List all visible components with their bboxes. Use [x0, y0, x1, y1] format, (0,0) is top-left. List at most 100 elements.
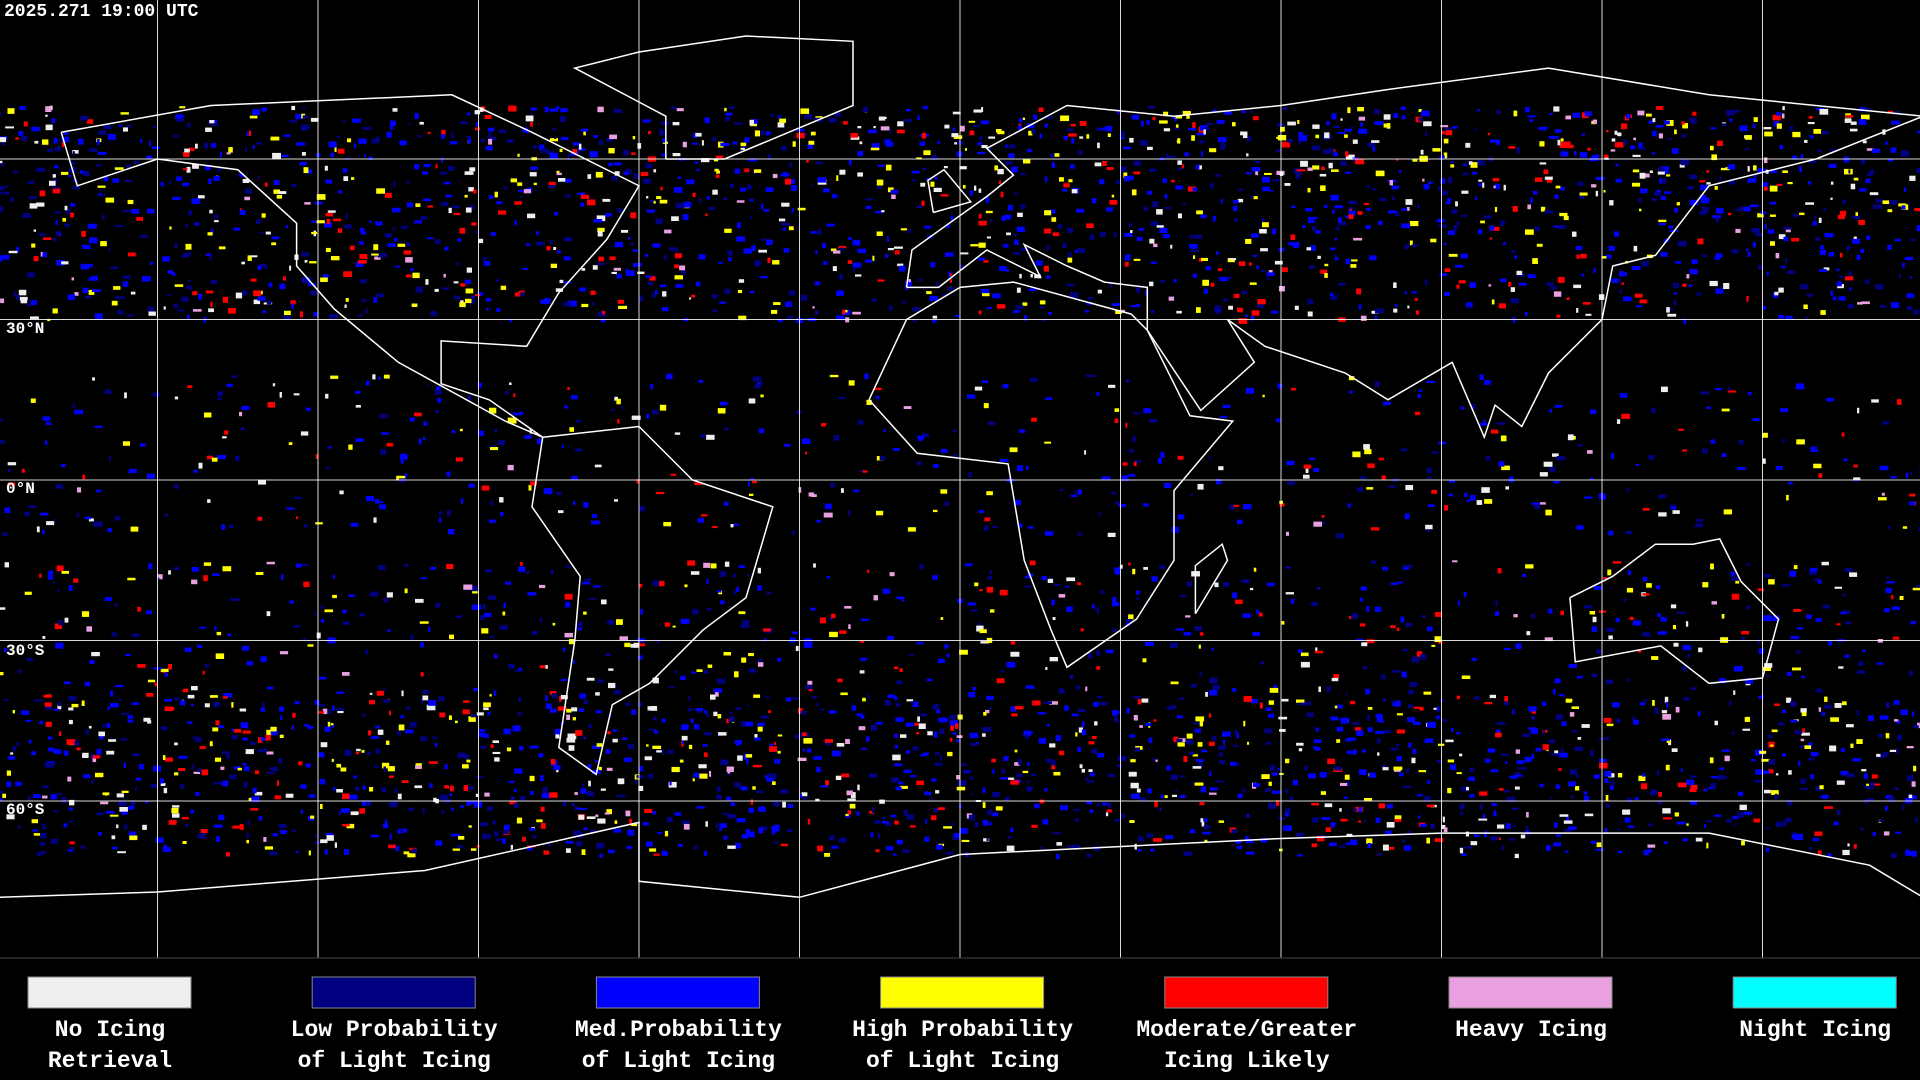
icing-cell [983, 712, 987, 716]
icing-cell [449, 634, 454, 640]
icing-cell [159, 778, 164, 784]
icing-cell [468, 716, 476, 722]
icing-cell [1514, 774, 1523, 777]
icing-cell [488, 133, 492, 137]
icing-cell [239, 208, 242, 211]
icing-cell [1014, 239, 1019, 245]
icing-cell [968, 120, 976, 123]
icing-cell [609, 134, 617, 140]
icing-cell [1312, 226, 1317, 232]
icing-cell [995, 806, 1003, 811]
icing-cell [1386, 804, 1393, 809]
icing-cell [1079, 121, 1087, 126]
icing-cell [625, 810, 631, 817]
icing-cell [1869, 192, 1879, 196]
coastline [531, 425, 774, 776]
icing-cell [1324, 803, 1333, 808]
icing-cell [1715, 217, 1719, 223]
icing-cell [1383, 114, 1391, 120]
icing-cell [38, 232, 46, 237]
icing-cell [342, 621, 350, 625]
icing-cell [232, 825, 241, 829]
icing-cell [1872, 204, 1882, 209]
icing-cell [661, 307, 669, 312]
icing-cell [1328, 162, 1333, 169]
icing-cell [1203, 127, 1210, 132]
icing-cell [88, 277, 98, 281]
icing-cell [952, 732, 957, 735]
icing-cell [1340, 160, 1347, 167]
icing-cell [711, 294, 719, 298]
icing-cell [1019, 173, 1027, 176]
icing-cell [760, 394, 764, 398]
icing-cell [1713, 814, 1722, 817]
icing-cell [580, 788, 587, 794]
icing-cell [359, 254, 368, 259]
icing-cell [494, 831, 499, 837]
icing-cell [1142, 658, 1147, 663]
icing-cell [7, 462, 17, 466]
icing-cell [1670, 604, 1677, 609]
icing-cell [325, 393, 329, 399]
icing-cell [692, 192, 696, 197]
icing-cell [15, 137, 19, 140]
icing-cell [336, 763, 342, 768]
icing-cell [189, 147, 195, 152]
icing-cell [1417, 393, 1421, 399]
icing-cell [911, 701, 915, 705]
icing-cell [1771, 790, 1779, 795]
icing-cell [1508, 146, 1516, 149]
icing-cell [403, 851, 410, 855]
icing-cell [633, 642, 639, 648]
icing-cell [939, 728, 945, 735]
icing-cell [1386, 822, 1395, 828]
icing-cell [984, 517, 991, 522]
icing-cell [1456, 221, 1460, 225]
icing-cell [1053, 771, 1061, 776]
icing-cell [1780, 408, 1789, 413]
icing-cell [20, 710, 30, 715]
icing-cell [54, 148, 58, 152]
icing-cell [1603, 154, 1609, 159]
icing-cell [401, 780, 409, 783]
icing-cell [656, 196, 662, 200]
icing-cell [1732, 815, 1739, 820]
icing-cell [267, 402, 275, 408]
icing-cell [611, 408, 615, 412]
icing-cell [719, 759, 729, 766]
icing-cell [1593, 774, 1600, 779]
icing-cell [536, 438, 542, 445]
icing-cell [299, 311, 303, 318]
icing-cell [368, 730, 372, 736]
icing-cell [1400, 106, 1406, 110]
icing-cell [1649, 170, 1653, 173]
icing-cell [1129, 820, 1135, 823]
icing-cell [766, 239, 773, 245]
icing-cell [1455, 201, 1458, 207]
icing-cell [1619, 271, 1624, 277]
icing-cell [1665, 764, 1670, 771]
icing-cell [656, 750, 662, 753]
icing-cell [91, 779, 94, 784]
legend-label: High Probability [852, 1017, 1073, 1043]
icing-cell [186, 721, 193, 724]
icing-cell [1609, 200, 1614, 206]
icing-cell [1041, 576, 1047, 581]
icing-cell [740, 786, 748, 790]
icing-cell [1911, 781, 1916, 787]
icing-cell [1542, 729, 1545, 736]
icing-cell [783, 444, 791, 447]
icing-cell [597, 262, 605, 266]
icing-cell [579, 287, 586, 292]
icing-cell [331, 758, 334, 762]
icing-cell [1311, 145, 1321, 151]
icing-cell [1509, 775, 1518, 779]
icing-cell [1277, 768, 1280, 771]
icing-cell [1832, 296, 1837, 301]
icing-cell [833, 434, 840, 441]
icing-cell [1428, 504, 1435, 507]
icing-cell [1048, 312, 1053, 315]
icing-cell [1633, 719, 1639, 725]
icing-cell [56, 259, 65, 266]
icing-cell [715, 155, 724, 159]
